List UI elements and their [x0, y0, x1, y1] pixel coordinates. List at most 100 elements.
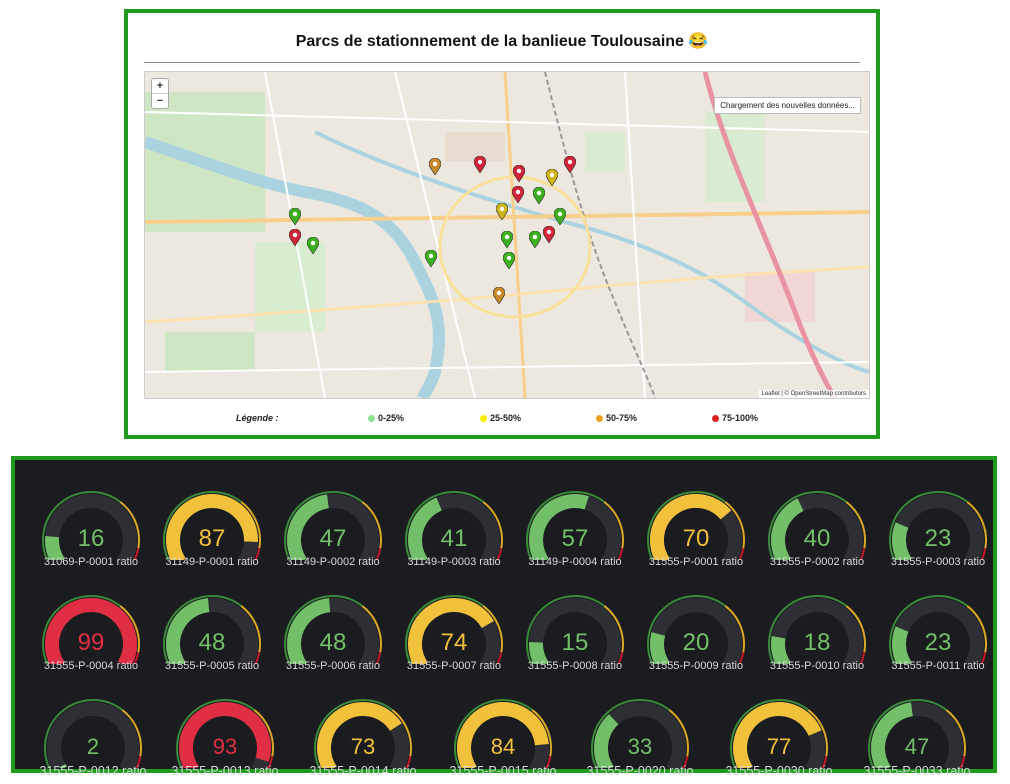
- legend-dot: [596, 415, 603, 423]
- map-basemap: [145, 72, 869, 398]
- gauge-value: 73: [350, 734, 376, 759]
- gauge-value: 48: [319, 629, 347, 656]
- gauge-value: 70: [682, 525, 710, 552]
- gauge-arc: [768, 491, 866, 560]
- gauge-31555-P-0007: 74 31555-P-0007 ratio: [394, 588, 514, 680]
- gauge-arc: [526, 491, 624, 560]
- gauge-label: 31555-P-0003 ratio: [890, 556, 986, 568]
- gauge-31555-P-0020: 33 31555-P-0020 ratio: [580, 692, 700, 784]
- gauge-label: 31555-P-0002 ratio: [769, 556, 865, 568]
- parking-marker[interactable]: [502, 251, 516, 270]
- gauge-arc: [591, 699, 689, 768]
- gauge-value: 23: [924, 525, 952, 552]
- parking-marker[interactable]: [528, 230, 542, 249]
- gauge-arc: [163, 491, 261, 560]
- gauge-arc: [405, 595, 503, 664]
- gauge-value: 47: [319, 525, 347, 552]
- gauge-value: 84: [490, 734, 516, 759]
- gauge-label: 31555-P-0005 ratio: [164, 660, 260, 672]
- map-legend: Légende : 0-25% 25-50% 50-75% 75-100%: [144, 409, 860, 429]
- zoom-in-button[interactable]: +: [152, 79, 168, 94]
- gauge-label: 31149-P-0001 ratio: [165, 556, 259, 568]
- gauge-value: 15: [561, 629, 589, 656]
- gauge-value: 20: [682, 629, 710, 656]
- parking-marker[interactable]: [500, 230, 514, 249]
- gauge-31555-P-0004: 99 31555-P-0004 ratio: [31, 588, 151, 680]
- legend-label: 25-50%: [490, 413, 522, 423]
- gauge-label: 31555-P-0007 ratio: [406, 660, 502, 672]
- parking-marker[interactable]: [545, 168, 559, 187]
- gauge-label: 31555-P-0030 ratio: [725, 764, 833, 778]
- gauge-31149-P-0001: 87 31149-P-0001 ratio: [152, 484, 272, 576]
- parking-marker[interactable]: [553, 207, 567, 226]
- gauge-label: 31555-P-0012 ratio: [39, 764, 147, 778]
- gauge-value: 99: [77, 629, 105, 656]
- legend-dot: [480, 415, 487, 423]
- gauge-value: 18: [803, 629, 831, 656]
- legend-label: 75-100%: [722, 413, 759, 423]
- gauge-31555-P-0008: 15 31555-P-0008 ratio: [515, 588, 635, 680]
- parking-marker[interactable]: [563, 155, 577, 174]
- gauge-arc: [163, 595, 261, 664]
- legend-item-50-75: 50-75%: [596, 413, 637, 423]
- gauge-31555-P-0011: 23 31555-P-0011 ratio: [878, 588, 998, 680]
- parking-marker[interactable]: [288, 228, 302, 247]
- gauge-label: 31555-P-0033 ratio: [863, 764, 971, 778]
- loading-message: Chargement des nouvelles données...: [714, 97, 861, 114]
- gauge-value: 2: [86, 734, 100, 759]
- gauge-panel: 16 31069-P-0001 ratio 87 31149-P-0001 ratio…: [11, 456, 998, 778]
- parking-marker[interactable]: [511, 185, 525, 204]
- gauge-value: 57: [561, 525, 589, 552]
- parking-marker[interactable]: [542, 225, 556, 244]
- map-attribution[interactable]: Leaflet | © OpenStreetMap contributors: [758, 390, 869, 398]
- gauge-arc: [314, 699, 412, 768]
- gauge-label: 31555-P-0014 ratio: [309, 764, 417, 778]
- gauge-31555-P-0001: 70 31555-P-0001 ratio: [636, 484, 756, 576]
- gauge-arc: [526, 595, 624, 664]
- legend-title: Légende :: [236, 413, 279, 423]
- parking-marker[interactable]: [532, 186, 546, 205]
- gauge-31555-P-0009: 20 31555-P-0009 ratio: [636, 588, 756, 680]
- gauge-31555-P-0014: 73 31555-P-0014 ratio: [303, 692, 423, 784]
- gauge-31555-P-0015: 84 31555-P-0015 ratio: [443, 692, 563, 784]
- gauge-value: 47: [904, 734, 930, 759]
- gauge-31555-P-0005: 48 31555-P-0005 ratio: [152, 588, 272, 680]
- parking-marker[interactable]: [495, 202, 509, 221]
- gauge-label: 31555-P-0015 ratio: [449, 764, 557, 778]
- legend-label: 0-25%: [378, 413, 405, 423]
- parking-marker[interactable]: [428, 157, 442, 176]
- parking-marker[interactable]: [512, 164, 526, 183]
- parking-map[interactable]: + − Chargement des nouvelles données... …: [144, 71, 870, 399]
- legend-dot: [712, 415, 719, 423]
- gauge-31149-P-0003: 41 31149-P-0003 ratio: [394, 484, 514, 576]
- gauge-value: 87: [198, 525, 226, 552]
- legend-dot: [368, 415, 375, 423]
- gauge-label: 31555-P-0006 ratio: [285, 660, 381, 672]
- gauge-arc: [284, 595, 382, 664]
- gauge-arc: [889, 491, 987, 560]
- gauge-31149-P-0002: 47 31149-P-0002 ratio: [273, 484, 393, 576]
- gauge-31069-P-0001: 16 31069-P-0001 ratio: [31, 484, 151, 576]
- parking-marker[interactable]: [473, 155, 487, 174]
- zoom-out-button[interactable]: −: [156, 95, 164, 107]
- gauge-arc: [454, 699, 552, 768]
- gauge-label: 31555-P-0013 ratio: [171, 764, 279, 778]
- gauge-value: 74: [440, 629, 468, 656]
- legend-label: 50-75%: [606, 413, 638, 423]
- gauge-arc: [889, 595, 987, 664]
- gauge-label: 31555-P-0008 ratio: [527, 660, 623, 672]
- parking-marker[interactable]: [288, 207, 302, 226]
- gauge-value: 33: [627, 734, 653, 759]
- gauge-arc: [405, 491, 503, 560]
- parking-marker[interactable]: [492, 286, 506, 305]
- gauge-31555-P-0013: 93 31555-P-0013 ratio: [165, 692, 285, 784]
- parking-marker[interactable]: [424, 249, 438, 268]
- gauge-label: 31555-P-0009 ratio: [648, 660, 744, 672]
- map-panel: Parcs de stationnement de la banlieue To…: [124, 9, 880, 439]
- gauge-label: 31149-P-0002 ratio: [286, 556, 380, 568]
- gauge-value: 41: [440, 525, 468, 552]
- gauge-arc: [868, 699, 966, 768]
- parking-marker[interactable]: [306, 236, 320, 255]
- zoom-control: + −: [151, 78, 169, 109]
- gauge-label: 31555-P-0011 ratio: [891, 660, 985, 672]
